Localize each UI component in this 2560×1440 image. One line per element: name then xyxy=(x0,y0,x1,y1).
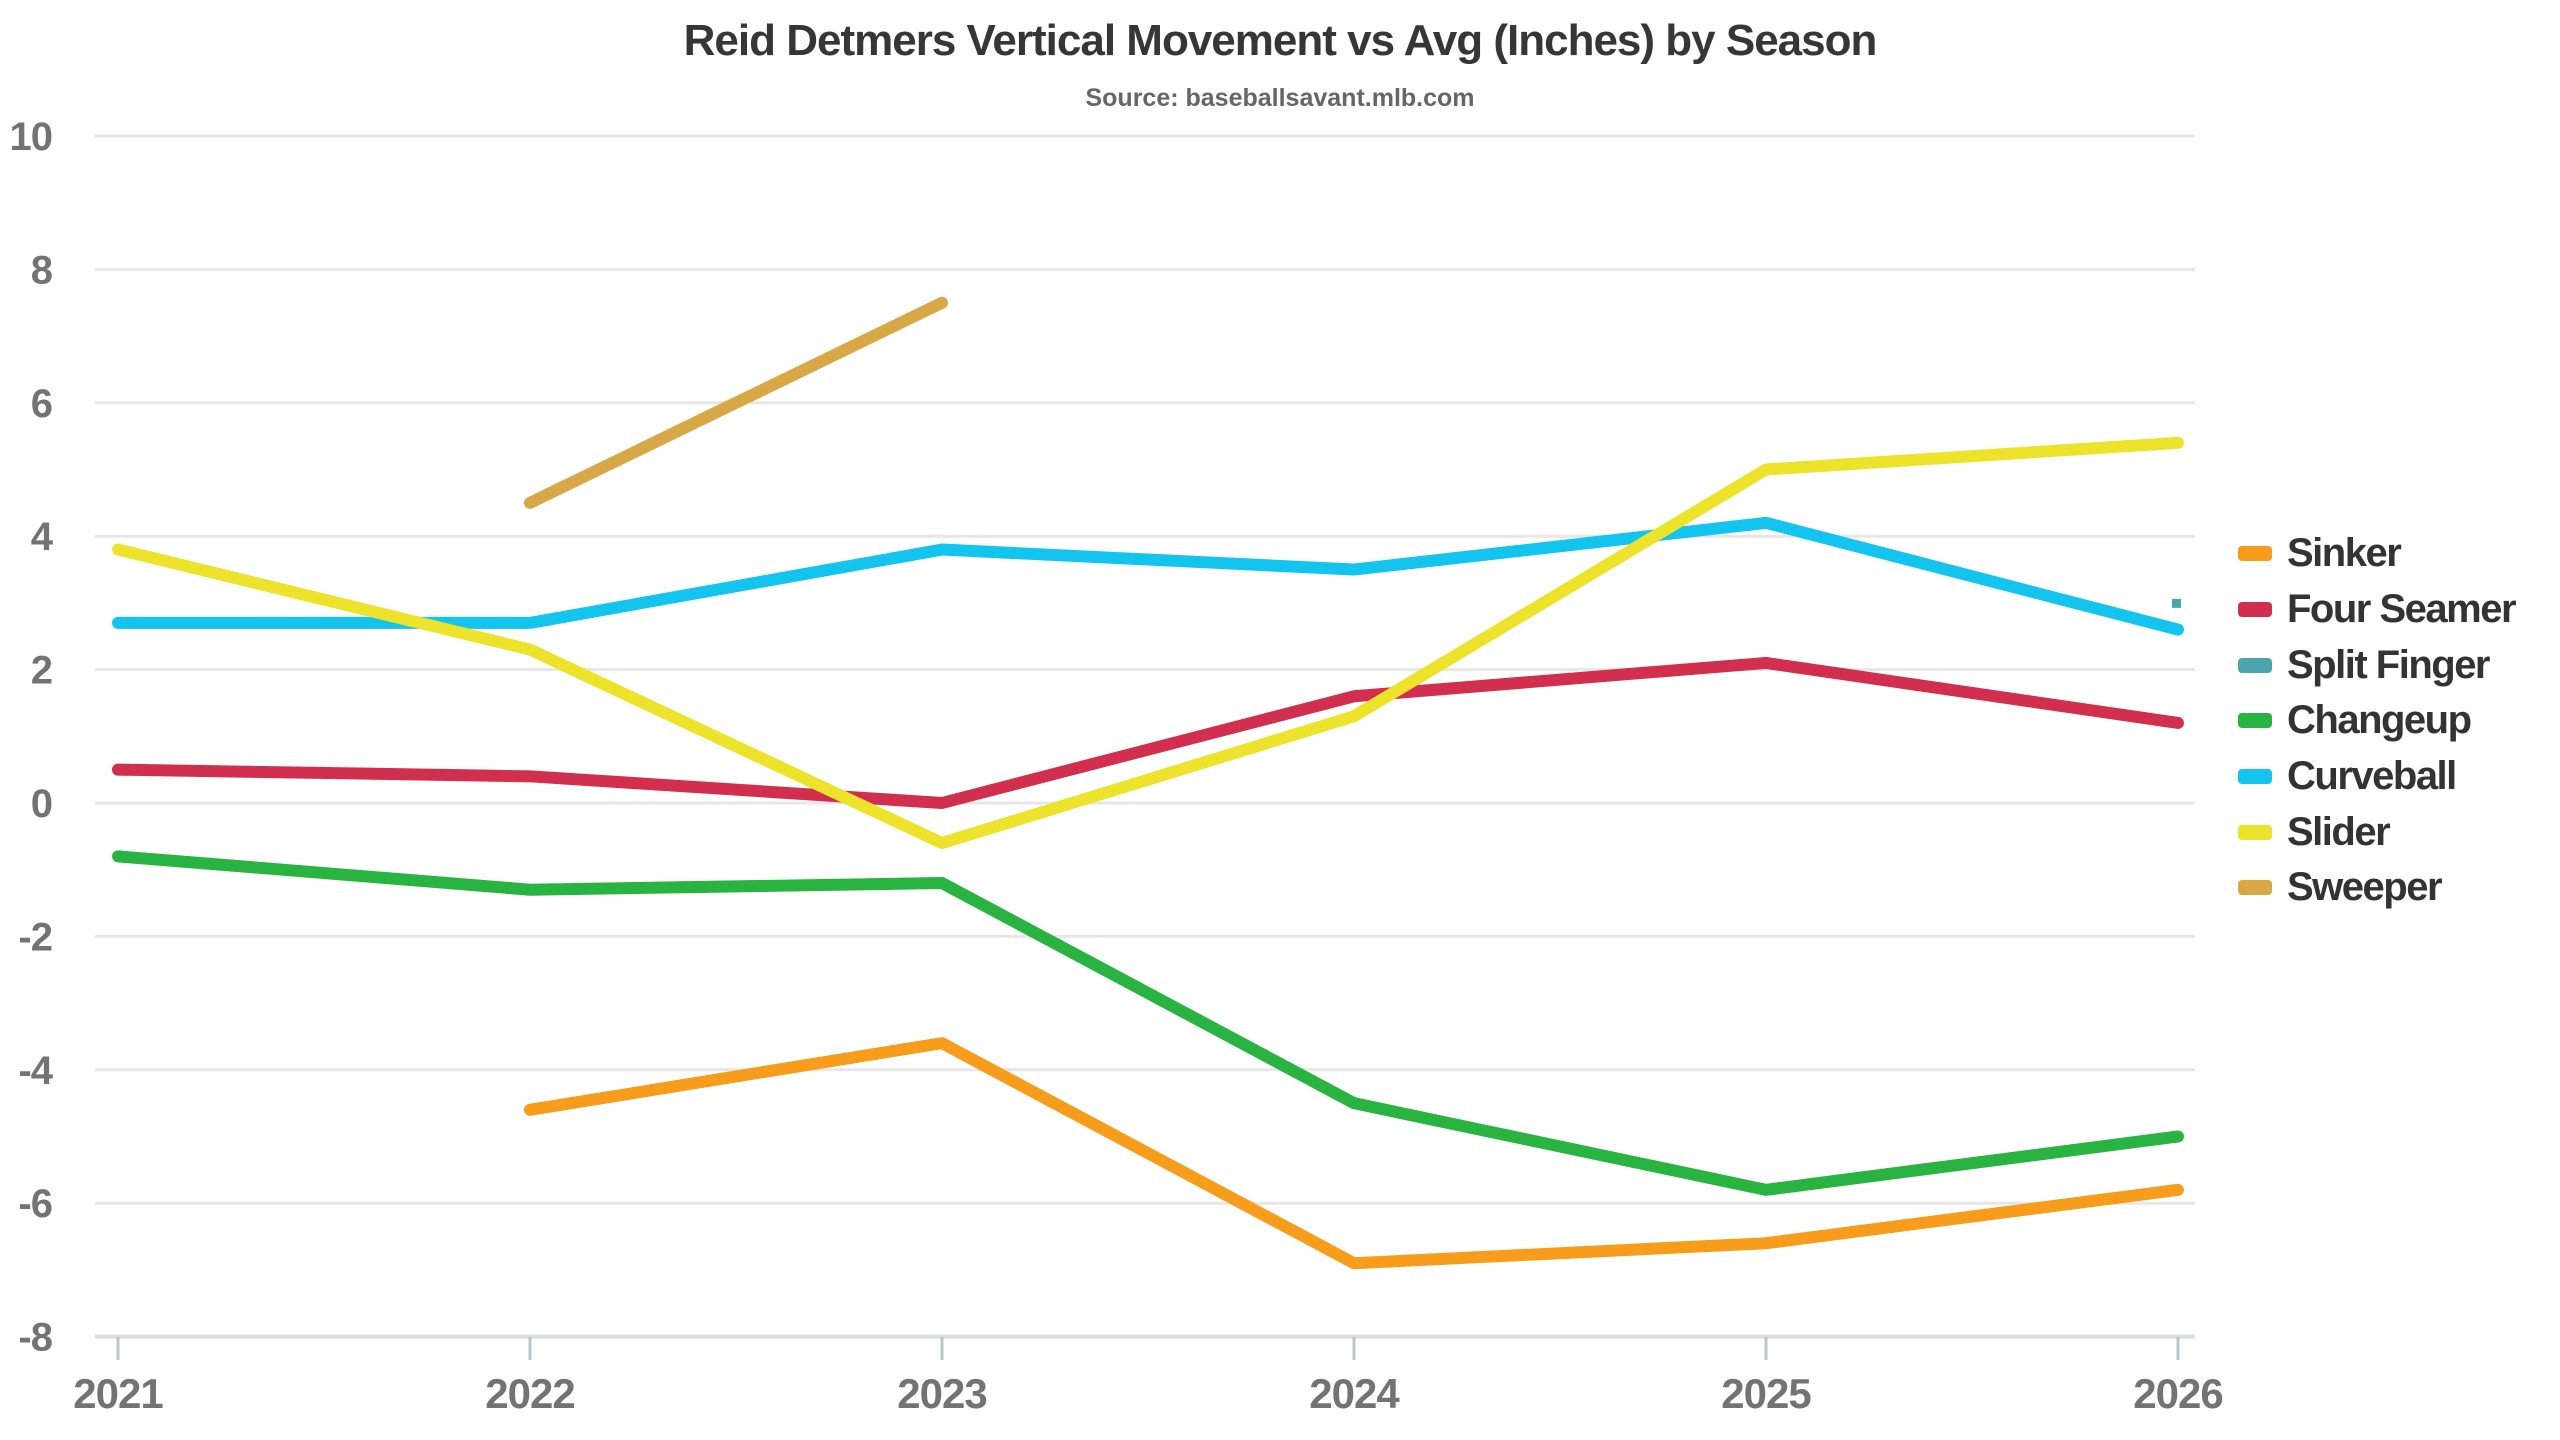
y-axis-label--2: -2 xyxy=(18,915,52,959)
legend-label: Sinker xyxy=(2287,531,2402,576)
series-line-changeup xyxy=(112,850,2184,1196)
legend: Sinker Four Seamer Split Finger Changeup Cur… xyxy=(2238,526,2517,916)
chart-subtitle: Source: baseballsavant.mlb.com xyxy=(1085,84,1475,112)
x-axis-label-2026: 2026 xyxy=(2133,1370,2222,1417)
legend-item-four-seamer: Four Seamer xyxy=(2238,582,2517,638)
x-axis-label-2025: 2025 xyxy=(1721,1370,1811,1417)
legend-label: Split Finger xyxy=(2287,642,2491,687)
x-axis-label-2021: 2021 xyxy=(73,1370,163,1417)
y-axis-label--4: -4 xyxy=(18,1049,53,1093)
x-axis-label-2022: 2022 xyxy=(485,1370,574,1417)
legend-item-split-finger: Split Finger xyxy=(2238,637,2515,693)
legend-label: Curveball xyxy=(2287,754,2457,799)
y-axis-label--6: -6 xyxy=(18,1182,52,1226)
series-line-four-seamer xyxy=(112,656,2184,809)
series-line-slider xyxy=(112,436,2184,850)
legend-item-sinker: Sinker xyxy=(2238,526,2515,582)
legend-item-slider: Slider xyxy=(2238,804,2515,860)
legend-swatch-sinker xyxy=(2238,546,2272,562)
y-axis-label-6: 6 xyxy=(31,382,52,426)
legend-label: Four Seamer xyxy=(2287,587,2517,632)
series-line-curveball xyxy=(112,516,2184,636)
legend-item-curveball: Curveball xyxy=(2238,749,2515,805)
y-axis-label-4: 4 xyxy=(31,515,54,559)
y-axis-label-0: 0 xyxy=(31,782,52,826)
x-axis-label-2024: 2024 xyxy=(1309,1370,1400,1417)
x-axis-label-2023: 2023 xyxy=(897,1370,986,1417)
y-axis-label-8: 8 xyxy=(31,248,53,292)
legend-swatch-sweeper xyxy=(2238,880,2272,896)
series-line-sweeper xyxy=(524,296,948,509)
chart-title: Reid Detmers Vertical Movement vs Avg (I… xyxy=(683,16,1878,65)
y-axis-label-2: 2 xyxy=(31,649,52,693)
legend-item-changeup: Changeup xyxy=(2238,693,2515,749)
legend-label: Sweeper xyxy=(2287,865,2443,910)
legend-label: Slider xyxy=(2287,809,2391,854)
y-axis-label-10: 10 xyxy=(10,115,53,159)
legend-swatch-slider xyxy=(2238,824,2272,840)
y-axis-label--8: -8 xyxy=(18,1316,52,1360)
legend-swatch-split-finger xyxy=(2238,657,2272,673)
legend-swatch-changeup xyxy=(2238,713,2272,729)
series-line-sinker xyxy=(524,1037,2184,1270)
legend-label: Changeup xyxy=(2287,698,2472,743)
legend-swatch-four-seamer xyxy=(2238,602,2272,618)
legend-item-sweeper: Sweeper xyxy=(2238,860,2515,916)
legend-swatch-curveball xyxy=(2238,769,2272,785)
series-point-split-finger xyxy=(2172,598,2181,608)
